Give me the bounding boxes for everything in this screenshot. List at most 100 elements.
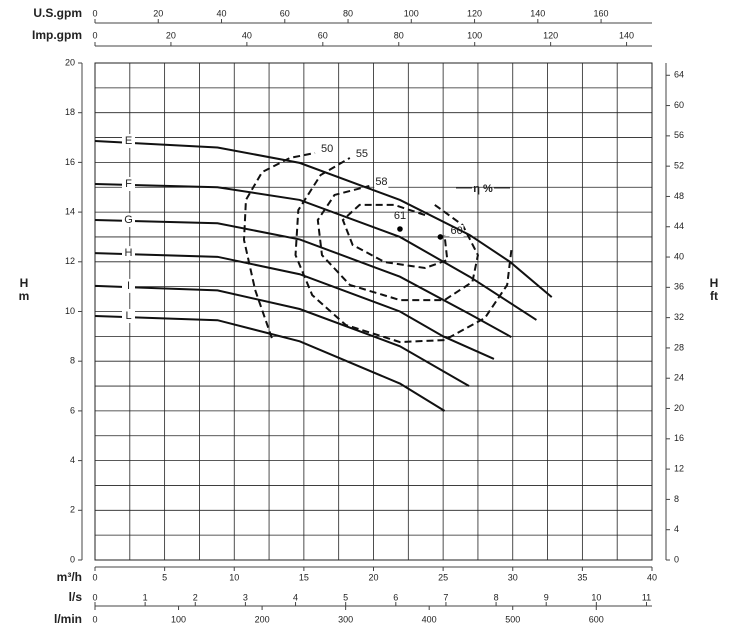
curve-label: I bbox=[127, 280, 130, 292]
y-tick-label: 0 bbox=[70, 554, 75, 564]
y2-tick-label: 44 bbox=[674, 221, 684, 231]
aux-tick-label: 0 bbox=[92, 592, 97, 602]
x-axis-label: m³/h bbox=[57, 570, 82, 584]
curve-label: G bbox=[124, 214, 133, 226]
y2-tick-label: 56 bbox=[674, 130, 684, 140]
aux-tick-label: 0 bbox=[92, 8, 97, 18]
aux-tick-label: 60 bbox=[280, 8, 290, 18]
y-axis-unit: m bbox=[19, 289, 30, 303]
aux-tick-label: 6 bbox=[393, 592, 398, 602]
curve-label-bg bbox=[122, 246, 135, 261]
curve-label-bg bbox=[122, 278, 135, 293]
aux-tick-label: 0 bbox=[92, 30, 97, 40]
pump-curve bbox=[94, 140, 553, 298]
curve-label: L bbox=[125, 310, 131, 322]
aux-tick-label: 3 bbox=[243, 592, 248, 602]
curve-label-bg bbox=[122, 134, 135, 149]
aux-axis-title: U.S.gpm bbox=[33, 6, 82, 20]
y2-tick-label: 48 bbox=[674, 191, 684, 201]
aux-tick-label: 100 bbox=[404, 8, 419, 18]
point-label: 61 bbox=[394, 210, 406, 222]
x-tick-label: 5 bbox=[162, 572, 167, 582]
x-tick-label: 0 bbox=[92, 572, 97, 582]
aux-tick-label: 20 bbox=[153, 8, 163, 18]
aux-axis-title: Imp.gpm bbox=[32, 28, 82, 42]
aux-tick-label: 60 bbox=[318, 30, 328, 40]
efficiency-curve bbox=[316, 185, 479, 302]
efficiency-label: 50 bbox=[321, 143, 333, 155]
y-tick-label: 18 bbox=[65, 107, 75, 117]
aux-tick-label: 10 bbox=[591, 592, 601, 602]
aux-tick-label: 80 bbox=[394, 30, 404, 40]
aux-tick-label: 8 bbox=[494, 592, 499, 602]
efficiency-curve bbox=[341, 203, 449, 270]
x-tick-label: 10 bbox=[229, 572, 239, 582]
x-tick-label: 40 bbox=[647, 572, 657, 582]
aux-axis-title: l/min bbox=[54, 612, 82, 626]
pump-curve bbox=[94, 252, 495, 360]
aux-tick-label: 4 bbox=[293, 592, 298, 602]
aux-tick-label: 1 bbox=[143, 592, 148, 602]
point bbox=[437, 234, 444, 240]
plot-frame bbox=[94, 62, 653, 561]
y2-tick-label: 12 bbox=[674, 463, 684, 473]
y2-tick-label: 20 bbox=[674, 403, 684, 413]
y2-tick-label: 4 bbox=[674, 524, 679, 534]
aux-axis-title: l/s bbox=[69, 590, 83, 604]
curve-label: F bbox=[125, 178, 132, 190]
y2-axis-label: H bbox=[710, 276, 719, 290]
y-axis-label: H bbox=[20, 276, 29, 290]
x-tick-label: 15 bbox=[299, 572, 309, 582]
x-tick-label: 30 bbox=[508, 572, 518, 582]
aux-tick-label: 120 bbox=[467, 8, 482, 18]
y2-tick-label: 40 bbox=[674, 251, 684, 261]
aux-tick-label: 9 bbox=[544, 592, 549, 602]
aux-tick-label: 80 bbox=[343, 8, 353, 18]
efficiency-label-bg bbox=[374, 176, 389, 189]
aux-tick-label: 40 bbox=[217, 8, 227, 18]
y-tick-label: 4 bbox=[70, 455, 75, 465]
curve-label: E bbox=[125, 135, 132, 147]
y-tick-label: 14 bbox=[65, 206, 75, 216]
aux-tick-label: 600 bbox=[589, 614, 604, 624]
aux-tick-label: 7 bbox=[443, 592, 448, 602]
aux-tick-label: 2 bbox=[193, 592, 198, 602]
efficiency-label-bg bbox=[449, 224, 464, 237]
aux-tick-label: 20 bbox=[166, 30, 176, 40]
y2-tick-label: 52 bbox=[674, 161, 684, 171]
aux-tick-label: 11 bbox=[642, 592, 651, 602]
y2-tick-label: 32 bbox=[674, 312, 684, 322]
pump-curve bbox=[94, 284, 470, 387]
point bbox=[397, 226, 403, 232]
aux-tick-label: 120 bbox=[543, 30, 558, 40]
y2-tick-label: 36 bbox=[674, 282, 684, 292]
aux-tick-label: 300 bbox=[338, 614, 353, 624]
pump-curve bbox=[94, 314, 446, 412]
efficiency-label-bg bbox=[354, 147, 369, 160]
aux-tick-label: 140 bbox=[619, 30, 634, 40]
aux-tick-label: 500 bbox=[505, 614, 520, 624]
y2-tick-label: 28 bbox=[674, 342, 684, 352]
aux-tick-label: 400 bbox=[422, 614, 437, 624]
aux-tick-label: 200 bbox=[255, 614, 270, 624]
y-tick-label: 20 bbox=[65, 57, 75, 67]
x-tick-label: 35 bbox=[577, 572, 587, 582]
x-tick-label: 25 bbox=[438, 572, 448, 582]
y2-axis-unit: ft bbox=[710, 289, 718, 303]
y-tick-label: 2 bbox=[70, 505, 75, 515]
efficiency-label-bg bbox=[320, 142, 335, 155]
y-tick-label: 8 bbox=[70, 356, 75, 366]
y2-tick-label: 16 bbox=[674, 433, 684, 443]
aux-tick-label: 100 bbox=[171, 614, 186, 624]
pump-curve bbox=[94, 219, 512, 338]
y-tick-label: 6 bbox=[70, 405, 75, 415]
curve-label: H bbox=[125, 247, 133, 259]
aux-tick-label: 5 bbox=[343, 592, 348, 602]
aux-tick-label: 140 bbox=[530, 8, 545, 18]
efficiency-label: 58 bbox=[375, 176, 387, 188]
aux-tick-label: 160 bbox=[594, 8, 609, 18]
aux-tick-label: 40 bbox=[242, 30, 252, 40]
y-tick-label: 10 bbox=[65, 306, 75, 316]
